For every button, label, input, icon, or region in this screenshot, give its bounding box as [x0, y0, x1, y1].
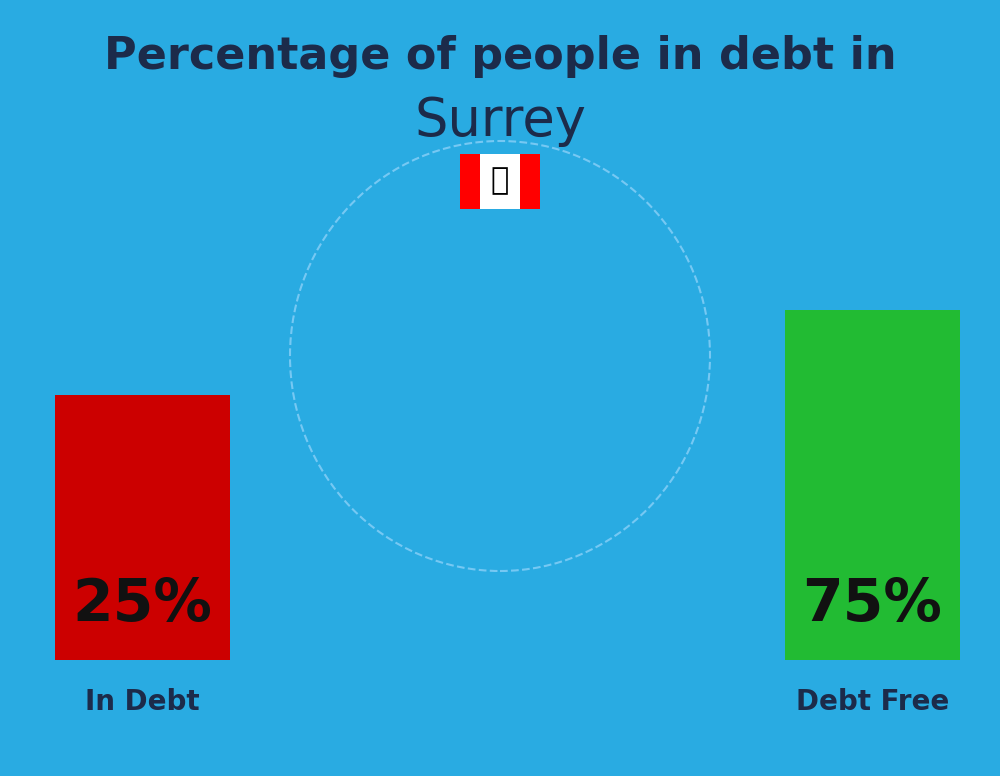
Text: Percentage of people in debt in: Percentage of people in debt in: [104, 34, 896, 78]
Text: Surrey: Surrey: [414, 95, 586, 147]
Text: 🍁: 🍁: [491, 167, 509, 196]
Bar: [460, 154, 540, 209]
Bar: [520, 154, 540, 209]
Text: 25%: 25%: [73, 577, 212, 633]
Bar: [785, 310, 960, 660]
Text: Debt Free: Debt Free: [796, 688, 949, 716]
Bar: [460, 154, 480, 209]
Text: 75%: 75%: [803, 577, 942, 633]
Bar: [55, 395, 230, 660]
Text: In Debt: In Debt: [85, 688, 200, 716]
